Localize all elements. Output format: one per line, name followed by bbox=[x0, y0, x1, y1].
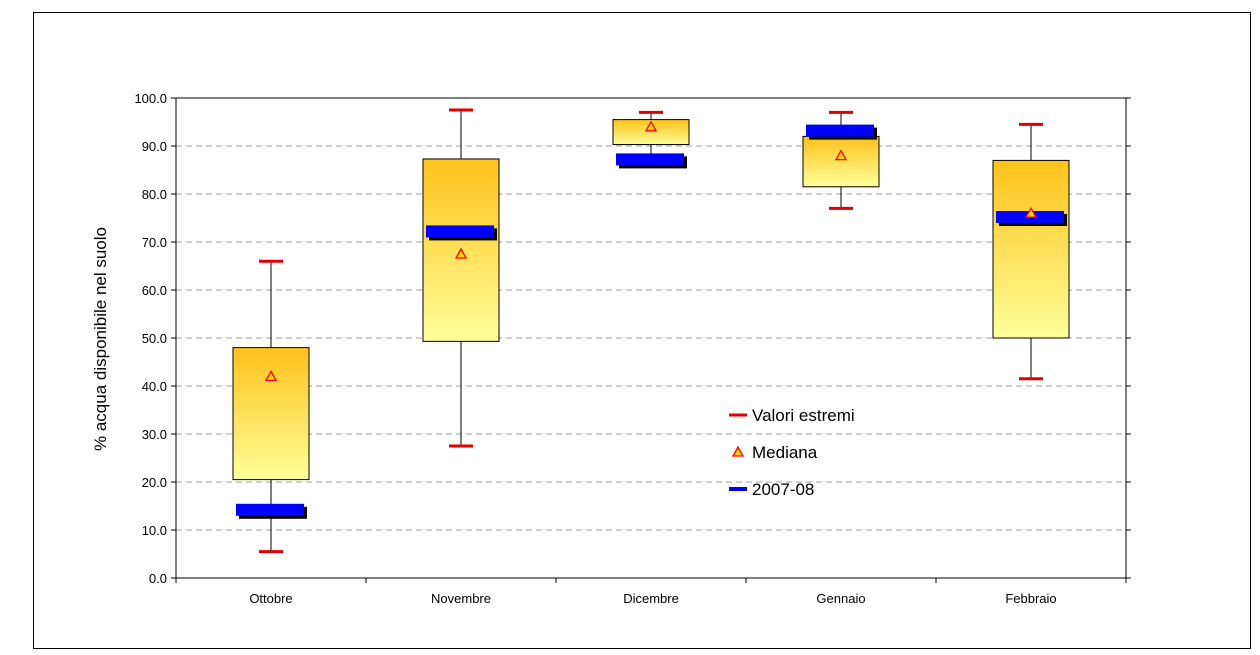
grid-lines bbox=[176, 145, 1126, 531]
median-marker bbox=[1024, 206, 1038, 218]
box bbox=[802, 135, 880, 188]
y-tick-label: 90.0 bbox=[142, 139, 167, 154]
x-tick-label: Dicembre bbox=[623, 591, 679, 606]
x-tick-label: Gennaio bbox=[816, 591, 865, 606]
legend-label: Valori estremi bbox=[752, 406, 855, 425]
y-tick-label: 100.0 bbox=[134, 91, 167, 106]
box bbox=[992, 159, 1070, 339]
y-tick-label: 30.0 bbox=[142, 427, 167, 442]
y-tick-label: 50.0 bbox=[142, 331, 167, 346]
median-marker bbox=[834, 149, 848, 161]
x-tick-label: Novembre bbox=[431, 591, 491, 606]
boxes bbox=[232, 110, 1070, 552]
markers bbox=[236, 108, 1067, 554]
box bbox=[232, 347, 310, 481]
current-year-marker bbox=[426, 225, 494, 238]
y-tick-label: 80.0 bbox=[142, 187, 167, 202]
y-tick-label: 60.0 bbox=[142, 283, 167, 298]
axes bbox=[171, 97, 1131, 583]
current-year-marker bbox=[806, 124, 874, 137]
legend: Valori estremi Mediana 2007-08 bbox=[729, 406, 855, 499]
y-tick-label: 10.0 bbox=[142, 523, 167, 538]
legend-swatch-median bbox=[731, 445, 745, 457]
median-marker bbox=[454, 247, 468, 259]
x-tick-label: Ottobre bbox=[249, 591, 292, 606]
plot-area-border bbox=[175, 97, 1127, 579]
y-tick-label: 20.0 bbox=[142, 475, 167, 490]
y-tick-label: 40.0 bbox=[142, 379, 167, 394]
current-year-marker bbox=[236, 503, 304, 516]
y-tick-label: 70.0 bbox=[142, 235, 167, 250]
median-marker bbox=[644, 120, 658, 132]
current-year-marker bbox=[616, 153, 684, 166]
legend-label: 2007-08 bbox=[752, 480, 814, 499]
tick-labels: 0.0 10.0 20.0 30.0 40.0 50.0 60.0 70.0 80.0 90.0 1… bbox=[134, 91, 1056, 606]
x-tick-label: Febbraio bbox=[1005, 591, 1056, 606]
legend-label: Mediana bbox=[752, 443, 818, 462]
median-marker bbox=[264, 370, 278, 382]
y-axis-title: % acqua disponibile nel suolo bbox=[91, 227, 110, 451]
y-tick-label: 0.0 bbox=[149, 571, 167, 586]
